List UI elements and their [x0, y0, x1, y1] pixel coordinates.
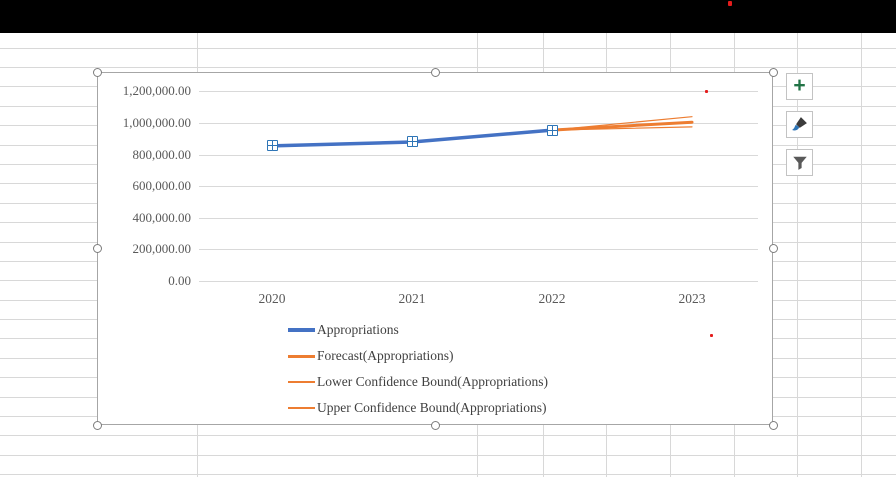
sheet-column-line — [861, 33, 862, 477]
selected-point-marker[interactable] — [546, 124, 558, 136]
legend-entry[interactable]: Appropriations — [288, 322, 399, 338]
chart-styles-button[interactable] — [786, 111, 813, 138]
chart-object[interactable]: 1,200,000.00 1,000,000.00 800,000.00 600,00… — [97, 72, 773, 425]
chart-gridline — [199, 217, 758, 219]
funnel-icon — [792, 156, 807, 170]
legend-line-swatch — [288, 407, 315, 409]
selection-handle[interactable] — [92, 244, 102, 253]
selection-handle[interactable] — [768, 420, 778, 430]
legend-entry[interactable]: Forecast(Appropriations) — [288, 348, 453, 364]
red-dot — [728, 1, 732, 6]
sheet-column-line — [797, 33, 798, 477]
plus-icon: + — [793, 74, 806, 97]
selected-point-marker[interactable] — [406, 136, 418, 148]
chart-gridline — [199, 186, 758, 188]
red-dot — [705, 90, 708, 93]
chart-gridline — [199, 91, 758, 93]
chart-elements-button[interactable]: + — [786, 73, 813, 100]
x-tick-label: 2023 — [678, 291, 706, 306]
chart-gridline — [199, 249, 758, 251]
chart-gridline — [199, 123, 758, 124]
sheet-row-line — [0, 435, 896, 436]
sheet-row-line — [0, 455, 896, 456]
top-black-bar — [0, 0, 896, 33]
sheet-row-line — [0, 67, 896, 68]
selection-handle[interactable] — [768, 244, 778, 253]
red-dot — [710, 334, 713, 337]
legend-entry[interactable]: Upper Confidence Bound(Appropriations) — [288, 400, 546, 416]
x-tick-label: 2022 — [538, 291, 566, 306]
legend-label: Upper Confidence Bound(Appropriations) — [317, 400, 547, 415]
y-tick-label: 1,000,000.00 — [122, 115, 191, 130]
chart-gridline — [199, 154, 758, 156]
series-line[interactable] — [550, 120, 694, 132]
y-tick-label: 800,000.00 — [132, 146, 192, 162]
selected-point-marker[interactable] — [266, 140, 278, 152]
legend-entry[interactable]: Lower Confidence Bound(Appropriations) — [288, 374, 548, 390]
paintbrush-icon — [792, 117, 807, 131]
legend-label: Appropriations — [317, 322, 399, 337]
selection-handle[interactable] — [768, 67, 778, 77]
legend-label: Forecast(Appropriations) — [317, 348, 454, 363]
selection-handle[interactable] — [430, 67, 440, 77]
x-tick-label: 2021 — [398, 291, 426, 306]
sheet-row-line — [0, 48, 896, 49]
sheet-row-line — [0, 474, 896, 475]
y-tick-label: 600,000.00 — [132, 178, 192, 194]
legend-line-swatch — [288, 381, 315, 383]
y-tick-label: 0.00 — [168, 273, 191, 288]
selection-handle[interactable] — [92, 67, 102, 77]
x-tick-label: 2020 — [258, 291, 286, 306]
legend-line-swatch — [288, 328, 315, 332]
legend-label: Lower Confidence Bound(Appropriations) — [317, 374, 548, 389]
selection-handle[interactable] — [92, 420, 102, 430]
chart-gridline — [199, 281, 758, 282]
chart-filters-button[interactable] — [786, 149, 813, 176]
selection-handle[interactable] — [430, 420, 440, 430]
y-tick-label: 400,000.00 — [132, 209, 192, 225]
legend-line-swatch — [288, 354, 315, 358]
y-tick-label: 200,000.00 — [132, 241, 192, 257]
y-tick-label: 1,200,000.00 — [122, 83, 191, 99]
